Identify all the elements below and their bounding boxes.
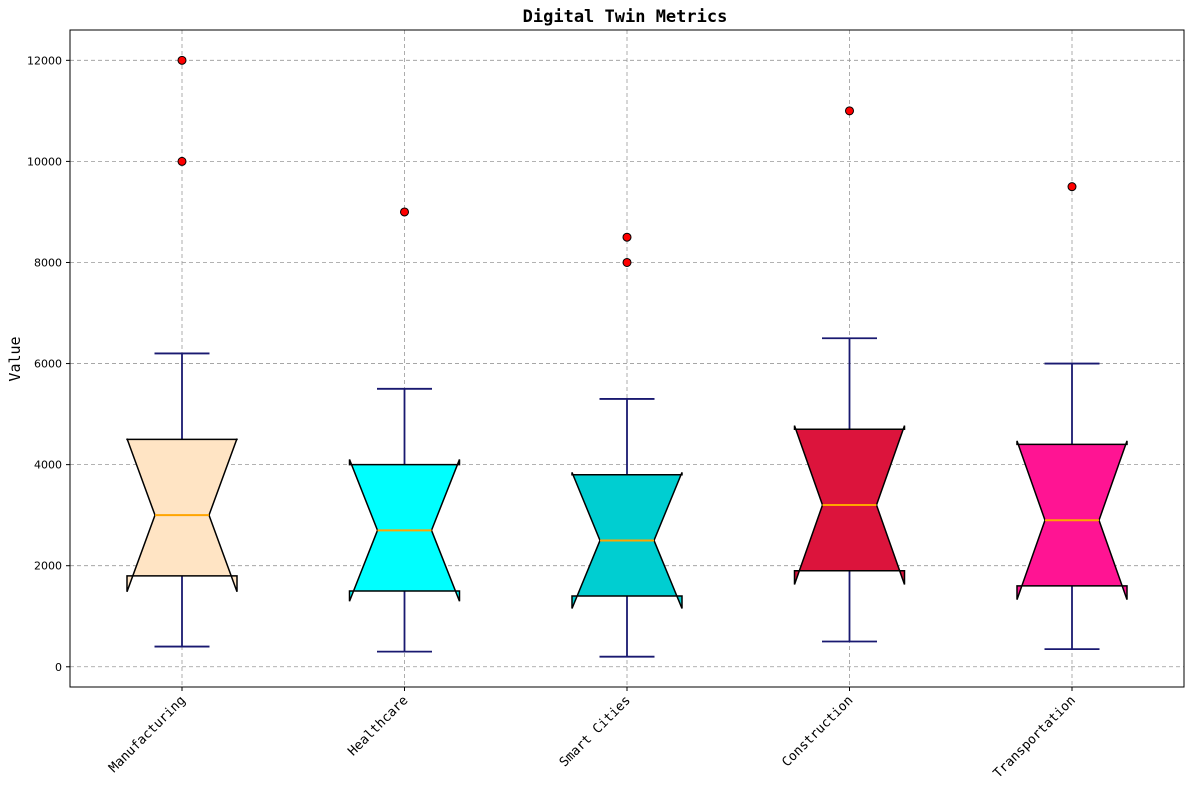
outlier-point: [622, 232, 632, 242]
x-tick-label: Healthcare: [345, 693, 411, 759]
outlier-point: [1067, 182, 1077, 192]
box-group-transportation: [1016, 182, 1128, 650]
x-tick-label: Construction: [779, 693, 856, 770]
x-tick-label: Transportation: [991, 693, 1079, 781]
outlier-point: [400, 207, 409, 217]
x-tick-label: Smart Cities: [557, 693, 634, 770]
outlier-point: [845, 106, 854, 116]
outlier-point: [622, 257, 632, 267]
box-group-construction: [793, 106, 906, 643]
y-axis-label: Value: [6, 336, 24, 381]
box-group-healthcare: [348, 207, 461, 653]
y-tick-label: 6000: [34, 358, 62, 371]
box-group-smart-cities: [571, 232, 683, 658]
box-group-manufacturing: [126, 55, 238, 648]
y-tick-label: 10000: [27, 155, 62, 168]
chart-title: Digital Twin Metrics: [523, 7, 728, 27]
outlier-point: [177, 156, 187, 166]
x-tick-label: Manufacturing: [106, 693, 189, 776]
y-tick-label: 4000: [34, 459, 62, 472]
boxes: [126, 55, 1128, 658]
y-tick-label: 8000: [34, 256, 62, 269]
y-tick-label: 0: [55, 661, 62, 674]
plot-frame: [69, 29, 1185, 688]
y-tick-label: 12000: [27, 54, 62, 67]
y-tick-label: 2000: [34, 560, 62, 573]
outlier-point: [177, 55, 187, 65]
